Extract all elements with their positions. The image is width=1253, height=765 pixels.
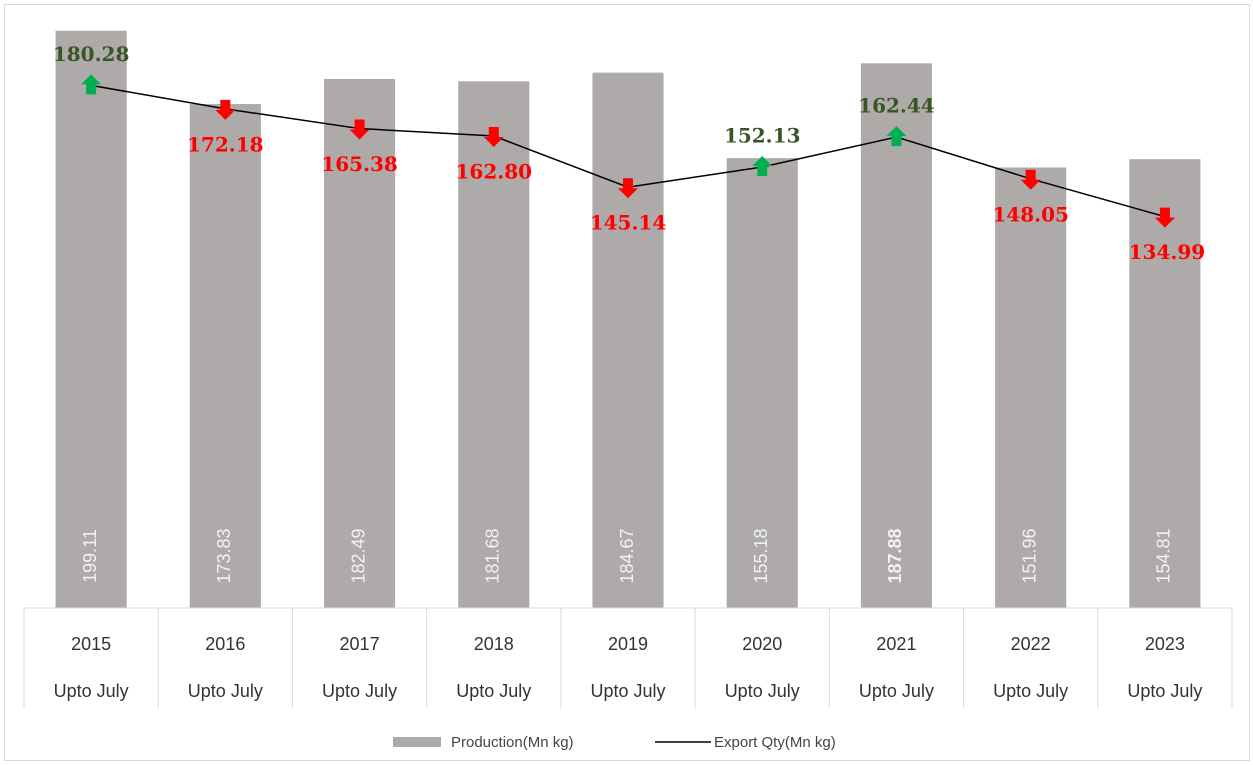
bar-label: 187.88 [885, 528, 905, 583]
x-tick-label: 2017 [340, 634, 380, 654]
bar [1129, 159, 1201, 608]
up-marker [81, 74, 102, 95]
x-tick-label: 2021 [876, 634, 916, 654]
legend-swatch [393, 737, 441, 747]
x-tick-label: 2018 [474, 634, 514, 654]
bar [189, 104, 261, 608]
bar-label: 184.67 [617, 528, 637, 583]
line-label: 148.05 [992, 202, 1069, 226]
bar-label: 151.96 [1019, 528, 1039, 583]
x-sublabel: Upto July [188, 681, 263, 701]
bar-label: 154.81 [1154, 528, 1174, 583]
bar [995, 167, 1067, 609]
up-marker [886, 126, 907, 147]
up-marker [752, 155, 773, 176]
chart-frame [4, 4, 1250, 761]
down-marker [1020, 169, 1041, 190]
bar-label: 155.18 [751, 528, 771, 583]
line-label: 180.28 [53, 42, 130, 66]
bar [458, 81, 530, 609]
x-sublabel: Upto July [1127, 681, 1202, 701]
legend-label: Production(Mn kg) [451, 734, 574, 751]
x-tick-label: 2019 [608, 634, 648, 654]
bar-label: 181.68 [483, 528, 503, 583]
line-label: 165.38 [321, 152, 398, 176]
bar-label: 173.83 [214, 528, 234, 583]
line-label: 152.13 [724, 123, 801, 147]
down-marker [618, 178, 638, 199]
down-marker [1154, 207, 1175, 228]
x-sublabel: Upto July [456, 681, 531, 701]
down-marker [215, 99, 236, 120]
x-tick-label: 2020 [742, 634, 782, 654]
x-sublabel: Upto July [322, 681, 397, 701]
x-sublabel: Upto July [725, 681, 800, 701]
x-sublabel: Upto July [590, 681, 665, 701]
x-sublabel: Upto July [859, 681, 934, 701]
line-label: 145.14 [590, 211, 667, 235]
x-tick-label: 2022 [1011, 634, 1051, 654]
bar [55, 30, 127, 608]
legend-label: Export Qty(Mn kg) [714, 734, 836, 751]
x-tick-label: 2015 [71, 634, 111, 654]
line-label: 134.99 [1129, 240, 1206, 264]
line-label: 162.80 [456, 160, 533, 184]
bar [726, 158, 798, 609]
bar-label: 182.49 [348, 528, 368, 583]
down-marker [349, 119, 370, 140]
line-label: 172.18 [187, 132, 264, 156]
x-tick-label: 2016 [205, 634, 245, 654]
x-tick-label: 2023 [1145, 634, 1185, 654]
bar [323, 78, 396, 608]
line-label: 162.44 [858, 94, 935, 118]
bar [592, 72, 664, 608]
x-sublabel: Upto July [993, 681, 1068, 701]
bar [860, 63, 933, 608]
x-sublabel: Upto July [54, 681, 129, 701]
bar-label: 199.11 [80, 529, 100, 583]
down-marker [483, 127, 504, 148]
